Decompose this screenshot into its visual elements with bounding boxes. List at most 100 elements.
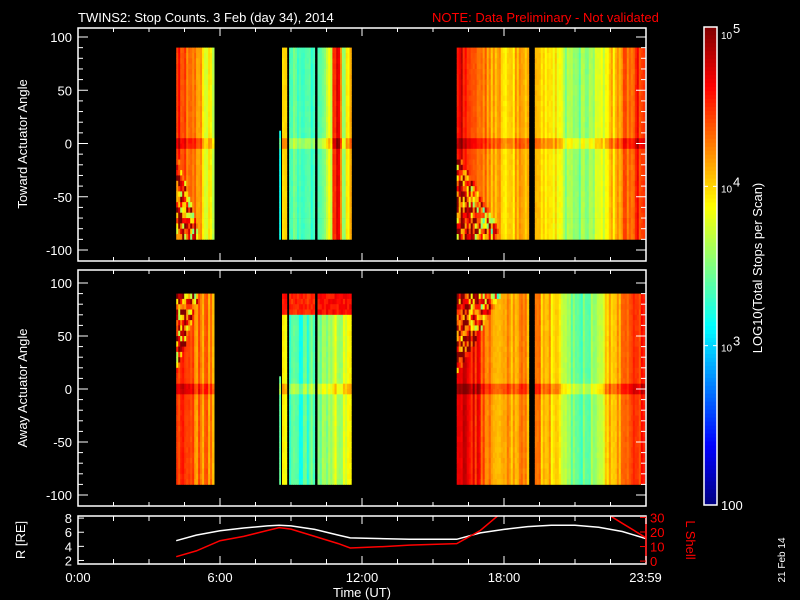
- spectrogram-cell: [474, 164, 478, 171]
- spectrogram-cell: [490, 191, 494, 198]
- spectrogram-cell: [540, 47, 544, 54]
- spectrogram-cell: [524, 84, 528, 91]
- spectrogram-cell: [548, 154, 552, 160]
- spectrogram-cell: [522, 218, 526, 224]
- spectrogram-cell: [552, 100, 556, 107]
- spectrogram-cell: [596, 63, 600, 70]
- spectrogram-cell: [632, 74, 636, 80]
- spectrogram-cell: [319, 202, 323, 208]
- spectrogram-cell: [572, 74, 576, 80]
- spectrogram-cell: [194, 164, 197, 171]
- spectrogram-cell: [319, 116, 323, 123]
- spectrogram-cell: [624, 218, 628, 224]
- spectrogram-cell: [472, 90, 476, 96]
- spectrogram-cell: [580, 159, 584, 166]
- spectrogram-cell: [486, 234, 490, 240]
- spectrogram-cell: [554, 116, 558, 123]
- spectrogram-cell: [486, 84, 490, 91]
- spectrogram-cell: [542, 63, 546, 70]
- spectrogram-cell: [610, 207, 614, 214]
- spectrogram-cell: [300, 175, 304, 182]
- spectrogram-cell: [542, 175, 546, 182]
- spectrogram-cell: [522, 84, 526, 91]
- spectrogram-cell: [291, 202, 294, 208]
- spectrogram-cell: [466, 207, 470, 214]
- spectrogram-cell: [582, 84, 586, 91]
- spectrogram-cell: [518, 58, 522, 64]
- spectrogram-cell: [210, 170, 213, 176]
- spectrogram-cell: [180, 223, 183, 230]
- spectrogram-cell: [554, 159, 558, 166]
- spectrogram-cell: [492, 234, 496, 240]
- spectrogram-cell: [304, 132, 308, 139]
- spectrogram-cell: [628, 186, 632, 192]
- spectrogram-cell: [186, 159, 189, 166]
- spectrogram-cell: [622, 234, 626, 240]
- spectrogram-cell: [470, 111, 474, 118]
- spectrogram-cell: [622, 154, 626, 160]
- spectrogram-cell: [626, 138, 630, 144]
- spectrogram-cell: [200, 191, 203, 198]
- spectrogram-cell: [343, 202, 347, 208]
- spectrogram-cell: [598, 100, 602, 107]
- spectrogram-cell: [480, 148, 484, 155]
- spectrogram-cell: [584, 180, 588, 187]
- spectrogram-cell: [522, 202, 526, 208]
- spectrogram-cell: [498, 84, 502, 91]
- spectrogram-cell: [634, 58, 638, 64]
- spectrogram-cell: [319, 53, 323, 59]
- spectrogram-cell: [212, 122, 215, 128]
- spectrogram-cell: [604, 154, 608, 160]
- spectrogram-cell: [200, 164, 203, 171]
- spectrogram-cell: [196, 53, 199, 59]
- spectrogram-cell: [192, 180, 195, 187]
- spectrogram-cell: [498, 196, 502, 203]
- spectrogram-cell: [570, 84, 574, 91]
- spectrogram-cell: [562, 90, 566, 96]
- spectrogram-cell: [298, 132, 302, 139]
- spectrogram-cell: [552, 223, 556, 230]
- spectrogram-cell: [349, 90, 352, 96]
- spectrogram-cell: [570, 53, 574, 59]
- spectrogram-cell: [516, 79, 520, 86]
- spectrogram-cell: [536, 116, 540, 123]
- spectrogram-cell: [622, 74, 626, 80]
- spectrogram-cell: [298, 106, 302, 112]
- spectrogram-cell: [548, 58, 552, 64]
- spectrogram-cell: [338, 74, 341, 80]
- spectrogram-cell: [518, 191, 522, 198]
- spectrogram-cell: [626, 164, 630, 171]
- spectrogram-cell: [522, 148, 526, 155]
- spectrogram-cell: [480, 47, 484, 54]
- spectrogram-cell: [486, 127, 490, 134]
- spectrogram-cell: [190, 170, 193, 176]
- spectrogram-cell: [586, 127, 590, 134]
- spectrogram-cell: [610, 196, 614, 203]
- spectrogram-cell: [500, 79, 504, 86]
- spectrogram-cell: [608, 202, 612, 208]
- spectrogram-cell: [326, 164, 329, 171]
- spectrogram-cell: [612, 100, 616, 107]
- spectrogram-cell: [514, 47, 518, 54]
- spectrogram-cell: [328, 186, 331, 192]
- spectrogram-cell: [618, 79, 622, 86]
- spectrogram-cell: [502, 74, 506, 80]
- spectrogram-cell: [295, 106, 298, 112]
- spectrogram-cell: [622, 63, 626, 70]
- spectrogram-cell: [456, 186, 460, 192]
- spectrogram-cell: [458, 47, 462, 54]
- spectrogram-cell: [610, 228, 614, 235]
- spectrogram-cell: [628, 106, 632, 112]
- spectrogram-cell: [562, 202, 566, 208]
- spectrogram-cell: [336, 116, 339, 123]
- spectrogram-cell: [192, 106, 195, 112]
- spectrogram-cell: [474, 202, 478, 208]
- spectrogram-cell: [302, 218, 306, 224]
- spectrogram-cell: [546, 53, 550, 59]
- spectrogram-cell: [194, 100, 197, 107]
- spectrogram-cell: [544, 84, 548, 91]
- spectrogram-cell: [466, 138, 470, 144]
- spectrogram-cell: [480, 180, 484, 187]
- spectrogram-cell: [544, 95, 548, 102]
- spectrogram-cell: [506, 84, 510, 91]
